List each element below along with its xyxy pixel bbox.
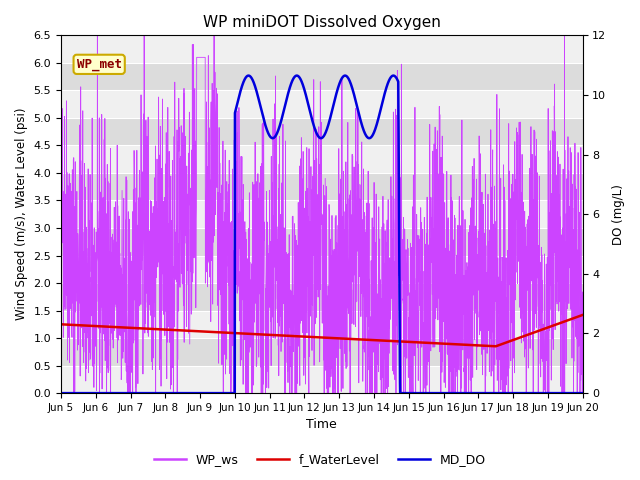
Bar bbox=[61, 173, 582, 201]
Bar bbox=[61, 366, 582, 393]
Bar bbox=[61, 63, 582, 90]
Bar bbox=[61, 255, 582, 283]
Bar bbox=[61, 283, 582, 311]
Bar bbox=[61, 145, 582, 173]
Title: WP miniDOT Dissolved Oxygen: WP miniDOT Dissolved Oxygen bbox=[203, 15, 441, 30]
Bar bbox=[61, 90, 582, 118]
Bar bbox=[61, 311, 582, 338]
Bar bbox=[61, 338, 582, 366]
Y-axis label: Wind Speed (m/s), Water Level (psi): Wind Speed (m/s), Water Level (psi) bbox=[15, 108, 28, 321]
Y-axis label: DO (mg/L): DO (mg/L) bbox=[612, 184, 625, 245]
Text: WP_met: WP_met bbox=[77, 58, 122, 71]
X-axis label: Time: Time bbox=[307, 419, 337, 432]
Bar bbox=[61, 36, 582, 63]
Bar bbox=[61, 118, 582, 145]
Bar bbox=[61, 228, 582, 255]
Legend: WP_ws, f_WaterLevel, MD_DO: WP_ws, f_WaterLevel, MD_DO bbox=[149, 448, 491, 471]
Bar bbox=[61, 201, 582, 228]
